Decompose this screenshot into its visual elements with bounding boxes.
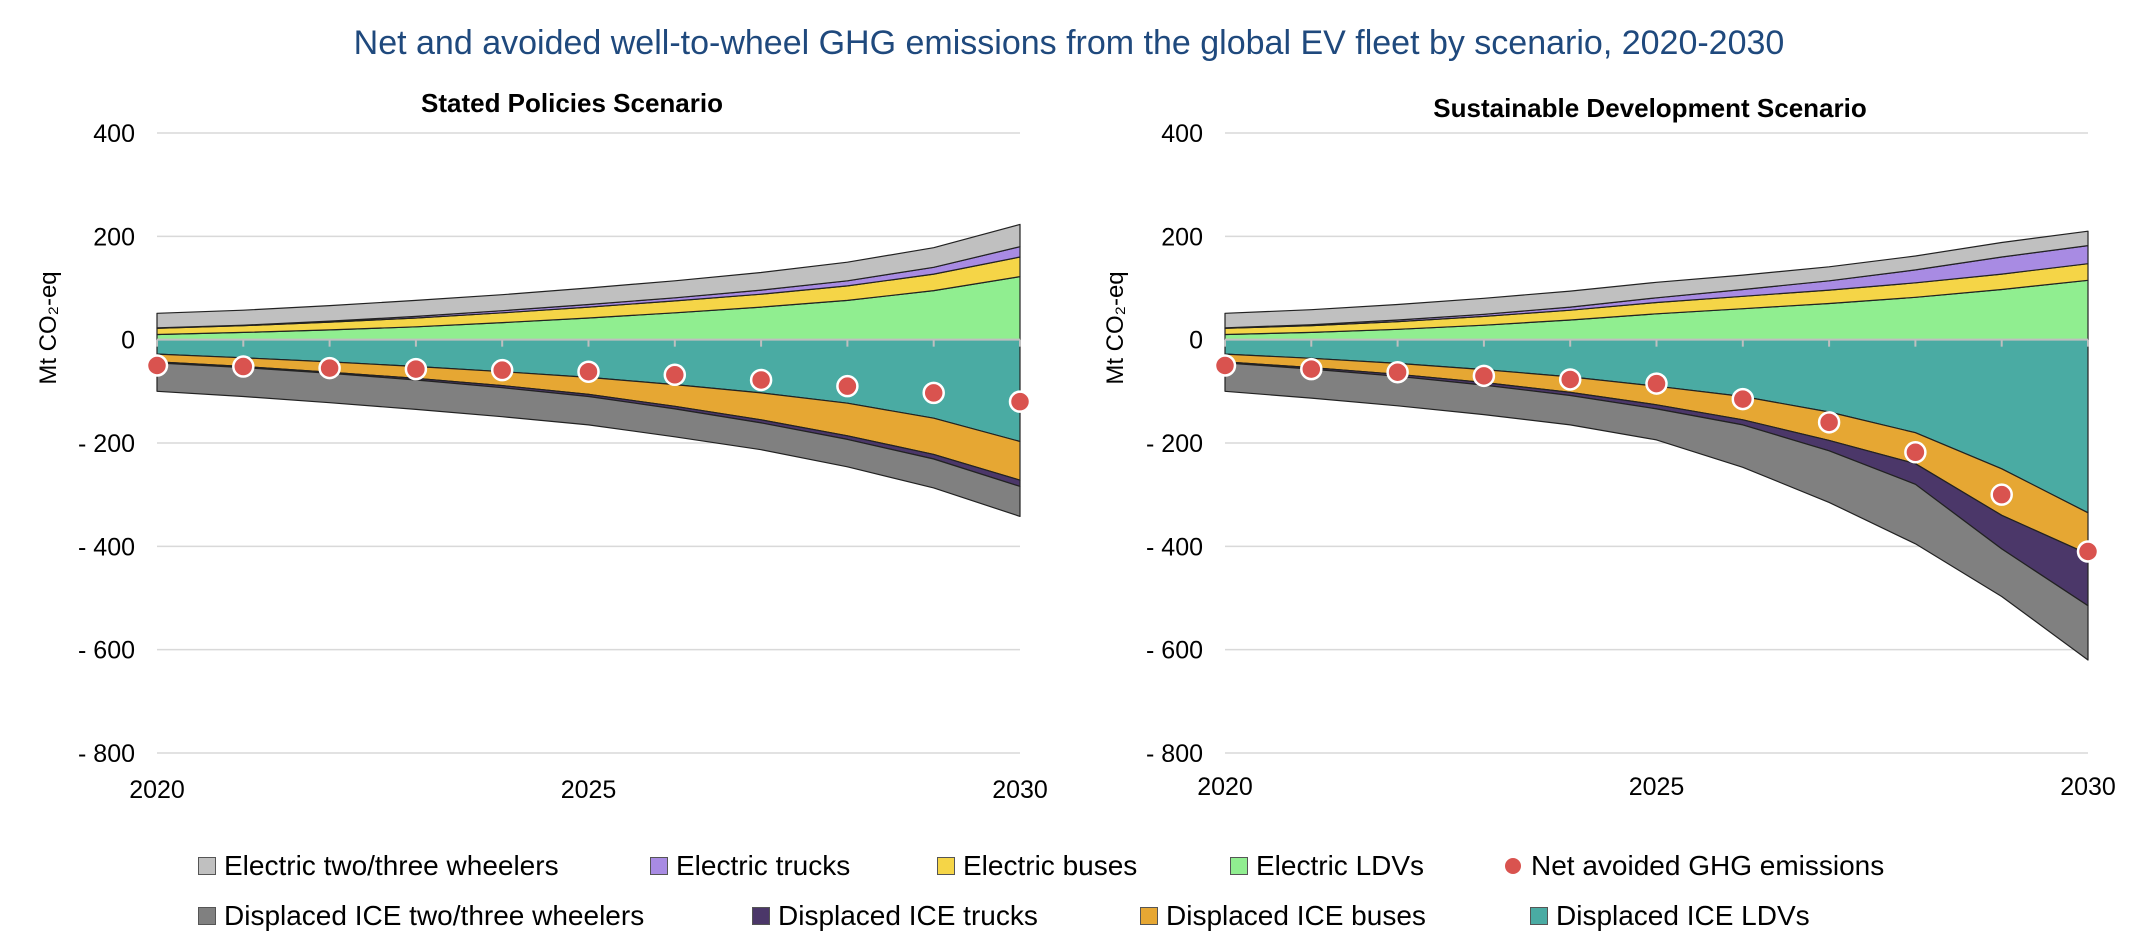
- net-avoided-point: [145, 354, 169, 377]
- charts-canvas: Stated Policies Scenario 400 200 0 - 200 - 40…: [35, 88, 2116, 804]
- x-tick-label: 2020: [129, 776, 185, 804]
- legend-swatch: [752, 907, 770, 925]
- net-avoided-point: [490, 358, 514, 382]
- legend-label: Electric two/three wheelers: [224, 850, 559, 881]
- area-electric-two-three-wheelers: [1224, 230, 2089, 329]
- area-displaced-ice-two-three-wheelers: [156, 362, 1021, 517]
- net-avoided-point: [2076, 540, 2100, 563]
- legend-item-electric-buses: Electric buses: [937, 850, 1137, 882]
- net-avoided-point: [922, 381, 945, 405]
- y-tick-label: 400: [1161, 120, 1203, 148]
- legend-item-displaced-ice-trucks: Displaced ICE trucks: [752, 900, 1038, 932]
- y-tick-label: - 600: [1146, 637, 1203, 665]
- legend-label: Displaced ICE buses: [1166, 900, 1426, 931]
- y-axis-label: Mt CO₂-eq: [1102, 271, 1129, 384]
- legend-label: Electric buses: [963, 850, 1138, 881]
- area-displaced-ice-two-three-wheelers: [1224, 362, 2089, 661]
- legend-swatch: [1530, 907, 1548, 925]
- net-avoided-point: [1990, 483, 2013, 506]
- legend-marker: [1505, 858, 1521, 874]
- net-avoided-point: [749, 368, 773, 392]
- legend-item-net-avoided-ghg-emissions: Net avoided GHG emissions: [1505, 850, 1884, 882]
- y-axis-label: Mt CO₂-eq: [35, 271, 62, 384]
- y-tick-label: - 600: [78, 637, 135, 665]
- chart-panel-1: Stated Policies Scenario 400 200 0 - 200 - 40…: [35, 88, 1048, 804]
- y-tick-label: 400: [93, 120, 135, 148]
- legend-label: Displaced ICE two/three wheelers: [224, 900, 645, 931]
- legend-item-electric-trucks: Electric trucks: [650, 850, 850, 882]
- chart-panel-2: Sustainable Development Scenario 400 200 0 -…: [1102, 93, 2116, 801]
- y-tick-label: - 400: [78, 533, 135, 561]
- y-tick-label: - 200: [1146, 430, 1203, 458]
- x-tick-label: 2030: [992, 776, 1048, 804]
- legend-swatch: [1230, 857, 1248, 875]
- x-tick-label: 2030: [2060, 773, 2116, 801]
- legend: Electric two/three wheelers Electric truc…: [0, 830, 2138, 940]
- y-tick-label: - 800: [78, 740, 135, 768]
- y-tick-label: 200: [93, 223, 135, 251]
- legend-label: Electric LDVs: [1256, 850, 1425, 881]
- legend-item-displaced-ice-buses: Displaced ICE buses: [1140, 900, 1426, 932]
- net-avoided-point: [1300, 357, 1323, 381]
- panel-title: Stated Policies Scenario: [421, 88, 723, 118]
- legend-swatch: [198, 857, 216, 875]
- chart-title: Net and avoided well-to-wheel GHG emissi…: [353, 24, 1785, 62]
- net-avoided-point: [232, 355, 255, 378]
- legend-label: Displaced ICE LDVs: [1556, 900, 1810, 931]
- net-avoided-point: [1817, 411, 1841, 434]
- net-avoided-point: [663, 363, 687, 387]
- legend-label: Displaced ICE trucks: [778, 900, 1038, 931]
- legend-label: Electric trucks: [676, 850, 851, 881]
- legend-label: Net avoided GHG emissions: [1531, 850, 1885, 881]
- net-avoided-point: [836, 374, 859, 398]
- net-avoided-point: [1472, 364, 1496, 388]
- y-tick-label: - 800: [1146, 740, 1203, 768]
- net-avoided-point: [1645, 372, 1668, 395]
- legend-swatch: [937, 857, 955, 875]
- legend-swatch: [650, 857, 668, 875]
- x-tick-label: 2025: [1629, 773, 1685, 801]
- panel-title: Sustainable Development Scenario: [1433, 93, 1866, 123]
- net-avoided-point: [318, 356, 341, 380]
- net-avoided-point: [404, 357, 428, 381]
- legend-swatch: [198, 907, 216, 925]
- y-tick-label: - 400: [1146, 533, 1203, 561]
- net-avoided-point: [1904, 441, 1927, 464]
- legend-item-displaced-ice-two-three-wheelers: Displaced ICE two/three wheelers: [198, 900, 644, 932]
- x-tick-label: 2025: [561, 776, 617, 804]
- net-avoided-point: [1008, 390, 1032, 413]
- y-tick-label: - 200: [78, 430, 135, 458]
- y-tick-label: 0: [121, 327, 135, 355]
- legend-item-displaced-ice-ldvs: Displaced ICE LDVs: [1530, 900, 1810, 932]
- x-tick-label: 2020: [1197, 773, 1253, 801]
- legend-item-electric-ldvs: Electric LDVs: [1230, 850, 1424, 882]
- legend-item-electric-two-three-wheelers: Electric two/three wheelers: [198, 850, 559, 882]
- net-avoided-point: [1213, 354, 1237, 377]
- y-tick-label: 200: [1161, 223, 1203, 251]
- net-avoided-point: [1731, 387, 1755, 411]
- legend-swatch: [1140, 907, 1158, 925]
- net-avoided-point: [577, 360, 600, 383]
- y-tick-label: 0: [1189, 327, 1203, 355]
- net-avoided-point: [1558, 368, 1582, 391]
- area-electric-two-three-wheelers: [156, 223, 1021, 329]
- net-avoided-point: [1386, 360, 1409, 384]
